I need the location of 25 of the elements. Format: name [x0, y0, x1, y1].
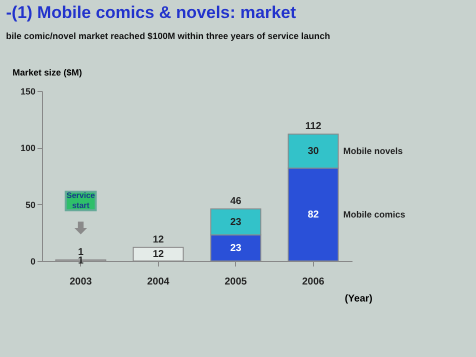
- y-axis-title: Market size ($M): [12, 68, 82, 78]
- data-label: 23: [230, 242, 242, 254]
- total-label: 1: [78, 246, 84, 258]
- data-label: 82: [308, 210, 320, 221]
- y-tick-label: 100: [20, 143, 36, 154]
- series-label: Mobile comics: [343, 210, 406, 220]
- data-label: 12: [152, 249, 164, 260]
- x-axis-title: (Year): [344, 294, 372, 304]
- total-label: 12: [152, 234, 164, 246]
- total-label: 112: [305, 121, 322, 132]
- data-label: 1: [78, 255, 84, 266]
- x-tick-label: 2003: [70, 276, 92, 288]
- x-tick-label: 2004: [147, 276, 170, 288]
- annotation: Service start: [66, 191, 96, 210]
- y-tick-label: 50: [25, 200, 36, 210]
- total-label: 46: [230, 196, 242, 207]
- y-tick-label: 150: [20, 86, 36, 96]
- x-tick-label: 2005: [224, 276, 248, 288]
- x-tick-label: 2006: [302, 276, 325, 288]
- data-label: 30: [308, 146, 320, 158]
- data-label: 23: [230, 216, 242, 228]
- series-label: Mobile novels: [343, 146, 403, 156]
- chart-title: -(1) Mobile comics & novels: market: [6, 3, 296, 22]
- y-tick-label: 0: [30, 256, 36, 266]
- chart-subtitle: bile comic/novel market reached $100M within three years of service launch: [6, 31, 330, 41]
